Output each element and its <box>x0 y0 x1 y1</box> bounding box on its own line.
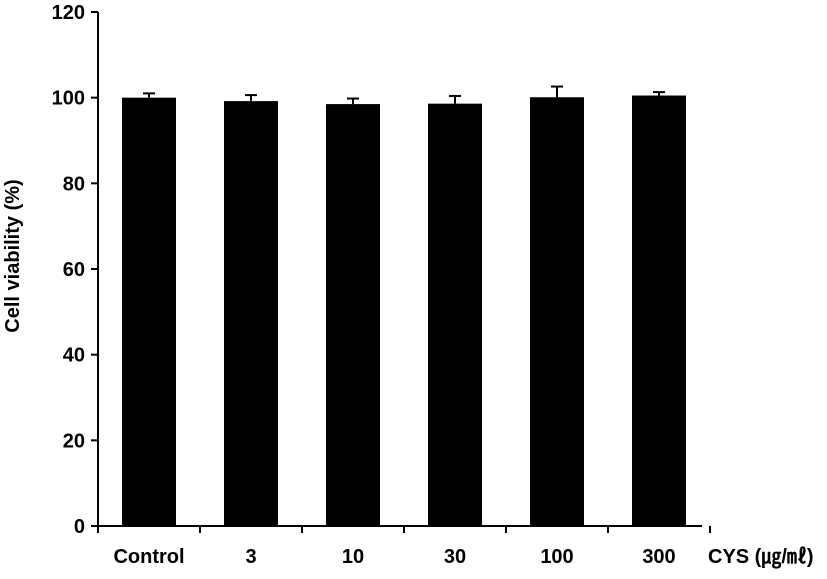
y-tick-label: 60 <box>63 259 85 281</box>
bar <box>428 103 482 526</box>
x-axis-title: CYS (㎍/㎖) <box>708 545 814 569</box>
bar <box>632 95 686 527</box>
y-axis-title: Cell viability (%) <box>2 179 24 332</box>
x-tick-label: 100 <box>540 546 573 568</box>
bars-layer <box>122 85 686 527</box>
y-tick-label: 40 <box>63 345 85 367</box>
bar <box>122 97 176 527</box>
y-tick-label: 80 <box>63 173 85 195</box>
y-tick-label: 20 <box>63 430 85 452</box>
bar <box>224 101 278 527</box>
y-ticks: 0 20 40 60 80 100 120 <box>52 2 98 538</box>
y-tick-label: 100 <box>52 88 85 110</box>
x-tick-label: 300 <box>642 546 675 568</box>
bar <box>530 97 584 526</box>
x-ticks: Control 3 10 30 100 300 <box>97 526 711 568</box>
axes-layer <box>97 12 702 527</box>
x-tick-label: Control <box>113 546 184 568</box>
y-tick-label: 0 <box>74 516 85 538</box>
x-tick-label: 3 <box>245 546 256 568</box>
bar <box>326 104 380 526</box>
x-tick-label: 10 <box>342 546 364 568</box>
x-tick-label: 30 <box>444 546 466 568</box>
y-tick-label: 120 <box>52 2 85 24</box>
